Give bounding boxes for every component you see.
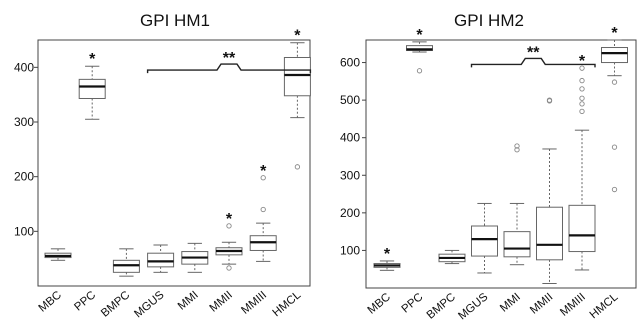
x-tick-label: MMI xyxy=(498,291,523,315)
box-iqr xyxy=(147,252,175,268)
outlier-point xyxy=(611,186,618,193)
outlier-point xyxy=(226,223,232,229)
x-tick-label: BMPC xyxy=(99,289,132,320)
box-iqr xyxy=(568,204,596,253)
x-tick-label: MBC xyxy=(366,291,393,317)
significance-marker: * xyxy=(260,163,267,180)
plot-area xyxy=(37,39,311,287)
y-tick-label: 200 xyxy=(14,170,34,184)
outlier-point xyxy=(260,175,266,181)
y-tick-label: 400 xyxy=(14,60,34,74)
outlier-point xyxy=(579,95,585,101)
box-mmi xyxy=(503,143,531,266)
y-tick-label: 600 xyxy=(340,56,360,70)
x-tick-label: MGUS xyxy=(132,289,166,321)
significance-bracket: ** xyxy=(146,50,312,74)
y-tick-label: 100 xyxy=(14,224,34,238)
plot-area xyxy=(365,39,637,289)
box-mgus xyxy=(471,202,498,274)
bracket-label: ** xyxy=(527,44,540,61)
x-tick-label: PPC xyxy=(72,289,98,313)
significance-bracket: ** xyxy=(470,44,596,68)
x-tick-label: MMIII xyxy=(239,289,269,317)
x-tick-label: MBC xyxy=(37,289,64,315)
box-mbc xyxy=(44,248,72,261)
outlier-point xyxy=(514,143,520,149)
outlier-point xyxy=(579,108,585,115)
box-mmii: * xyxy=(215,211,243,271)
x-tick-label: MMII xyxy=(528,291,555,317)
outlier-point xyxy=(514,147,520,153)
significance-marker: * xyxy=(294,28,301,45)
box-ppc: * xyxy=(406,27,433,74)
box-ppc: * xyxy=(78,51,106,120)
box-iqr xyxy=(601,47,628,64)
y-tick-label: 100 xyxy=(340,243,360,257)
bracket-label: ** xyxy=(223,50,236,67)
outlier-point xyxy=(294,164,301,170)
outlier-point xyxy=(546,97,553,103)
outlier-point xyxy=(579,101,585,107)
box-mmii xyxy=(536,97,563,284)
outlier-point xyxy=(416,68,423,74)
x-tick-label: HMCL xyxy=(588,291,621,322)
box-mmi xyxy=(181,242,209,273)
x-tick-label: PPC xyxy=(400,291,426,315)
box-mbc: * xyxy=(373,246,401,271)
outlier-point xyxy=(611,79,618,85)
x-tick-label: MGUS xyxy=(456,291,490,323)
x-tick-label: MMII xyxy=(208,289,235,315)
box-hmcl: * xyxy=(283,28,311,170)
box-iqr xyxy=(503,231,531,258)
y-tick-label: 300 xyxy=(340,168,360,182)
outlier-point xyxy=(611,144,618,150)
box-iqr xyxy=(78,78,106,99)
outlier-point xyxy=(579,65,585,71)
box-mmiii: * xyxy=(568,53,596,271)
y-tick-label: 300 xyxy=(14,115,34,129)
y-tick-label: 400 xyxy=(340,131,360,145)
panel-title: GPI HM2 xyxy=(454,11,524,30)
bracket-line xyxy=(470,57,596,68)
outlier-point xyxy=(226,265,232,271)
box-iqr xyxy=(471,225,498,257)
x-tick-label: BMPC xyxy=(425,291,458,322)
y-tick-label: 500 xyxy=(340,93,360,107)
box-iqr xyxy=(283,56,311,97)
significance-marker: * xyxy=(226,211,233,228)
box-mgus xyxy=(147,244,175,273)
box-mmiii: * xyxy=(249,163,277,262)
box-bmpc xyxy=(438,249,466,265)
significance-marker: * xyxy=(416,27,423,44)
box-bmpc xyxy=(112,248,140,277)
box-iqr xyxy=(406,45,433,52)
outlier-point xyxy=(260,206,266,213)
panel-title: GPI HM1 xyxy=(140,11,210,30)
x-tick-label: MMIII xyxy=(558,291,588,319)
bracket-line xyxy=(146,63,312,74)
outlier-point xyxy=(579,77,585,84)
x-tick-label: MMI xyxy=(176,289,201,313)
significance-marker: * xyxy=(579,53,586,70)
significance-marker: * xyxy=(89,51,96,68)
box-hmcl: * xyxy=(601,25,628,193)
significance-marker: * xyxy=(384,246,391,263)
box-iqr xyxy=(536,206,563,261)
significance-marker: * xyxy=(611,25,618,42)
y-tick-label: 200 xyxy=(340,206,360,220)
x-tick-label: HMCL xyxy=(271,289,304,320)
outlier-point xyxy=(579,86,585,92)
